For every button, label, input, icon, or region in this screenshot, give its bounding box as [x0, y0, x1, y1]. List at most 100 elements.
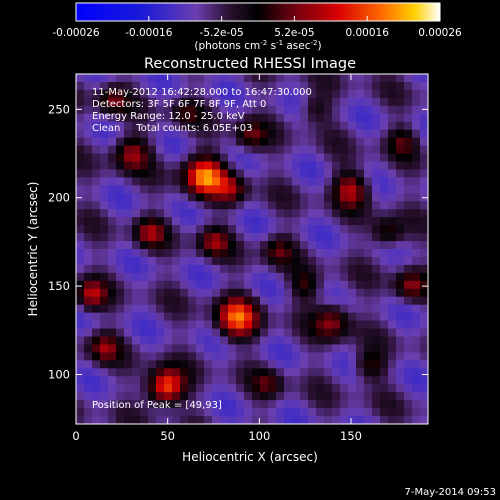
heatmap-cell [236, 288, 245, 298]
heatmap-cell [100, 384, 109, 393]
heatmap-cell [268, 312, 277, 321]
heatmap-cell [412, 161, 421, 170]
heatmap-cell [116, 400, 125, 409]
heatmap-cell [364, 105, 373, 115]
heatmap-cell [380, 161, 389, 170]
heatmap-cell [324, 272, 333, 282]
heatmap-cell [236, 352, 245, 361]
heatmap-cell [180, 272, 189, 282]
heatmap-cell [260, 177, 269, 186]
heatmap-cell [116, 161, 125, 170]
heatmap-cell [300, 264, 309, 274]
heatmap-cell [300, 129, 309, 139]
heatmap-cell [260, 129, 269, 139]
heatmap-cell [284, 264, 293, 274]
heatmap-cell [228, 129, 237, 139]
heatmap-cell [148, 376, 157, 385]
heatmap-cell [412, 225, 421, 234]
heatmap-cell [148, 288, 157, 298]
heatmap-cell [220, 241, 229, 250]
heatmap-cell [252, 161, 261, 170]
heatmap-cell [404, 129, 413, 139]
heatmap-cell [308, 145, 317, 154]
heatmap-cell [276, 256, 285, 266]
heatmap-cell [412, 185, 421, 194]
heatmap-cell [228, 249, 237, 258]
heatmap-cell [140, 217, 149, 226]
heatmap-cell [292, 169, 301, 178]
heatmap-cell [148, 169, 157, 178]
heatmap-cell [172, 225, 181, 234]
heatmap-cell [292, 129, 301, 139]
heatmap-cell [156, 121, 165, 131]
heatmap-cell [196, 352, 205, 361]
heatmap-cell [420, 320, 429, 329]
heatmap-cell [364, 74, 373, 83]
heatmap-cell [276, 177, 285, 186]
heatmap-cell [212, 89, 221, 99]
heatmap-cell [164, 360, 173, 369]
heatmap-cell [316, 81, 325, 91]
heatmap-cell [308, 81, 317, 91]
heatmap-cell [124, 288, 133, 298]
heatmap-cell [412, 121, 421, 131]
heatmap-cell [324, 201, 333, 210]
heatmap-cell [308, 416, 317, 425]
heatmap-cell [396, 121, 405, 131]
heatmap-cell [260, 368, 269, 377]
heatmap-cell [252, 280, 261, 290]
heatmap-cell [340, 400, 349, 409]
heatmap-cell [76, 304, 85, 314]
heatmap-cell [76, 264, 85, 274]
heatmap-cell [76, 105, 85, 115]
heatmap-cell [412, 344, 421, 353]
heatmap-cell [188, 74, 197, 83]
heatmap-cell [92, 272, 101, 282]
heatmap-cell [76, 209, 85, 218]
heatmap-cell [372, 328, 381, 337]
heatmap-cell [276, 153, 285, 162]
heatmap-cell [412, 360, 421, 369]
heatmap-cell [260, 360, 269, 369]
heatmap-cell [292, 376, 301, 385]
heatmap-cell [172, 256, 181, 266]
heatmap-cell [316, 209, 325, 218]
heatmap-cell [364, 185, 373, 194]
heatmap-cell [244, 225, 253, 234]
heatmap-cell [300, 193, 309, 202]
heatmap-cell [340, 121, 349, 131]
heatmap-cell [316, 137, 325, 146]
heatmap-cell [228, 209, 237, 218]
heatmap-cell [236, 121, 245, 131]
heatmap-cell [100, 360, 109, 369]
heatmap-cell [132, 312, 141, 321]
heatmap-cell [212, 81, 221, 91]
heatmap-cell [188, 320, 197, 329]
heatmap-cell [268, 201, 277, 210]
heatmap-cell [148, 145, 157, 154]
heatmap-cell [124, 400, 133, 409]
heatmap-cell [196, 201, 205, 210]
heatmap-cell [196, 169, 205, 178]
heatmap-cell [284, 256, 293, 266]
heatmap-cell [212, 129, 221, 139]
heatmap-cell [340, 304, 349, 314]
heatmap-cell [268, 320, 277, 329]
heatmap-cell [116, 384, 125, 393]
heatmap-cell [268, 408, 277, 417]
heatmap-cell [308, 264, 317, 274]
heatmap-cell [292, 201, 301, 210]
heatmap-cell [412, 368, 421, 377]
heatmap-cell [364, 169, 373, 178]
heatmap-cell [180, 336, 189, 345]
heatmap-cell [228, 384, 237, 393]
heatmap-cell [268, 81, 277, 91]
heatmap-cell [244, 256, 253, 266]
heatmap-cell [244, 272, 253, 282]
heatmap-cell [196, 153, 205, 162]
heatmap-cell [268, 217, 277, 226]
heatmap-cell [380, 416, 389, 425]
heatmap-cell [116, 241, 125, 250]
heatmap-cell [412, 408, 421, 417]
heatmap-cell [380, 193, 389, 202]
